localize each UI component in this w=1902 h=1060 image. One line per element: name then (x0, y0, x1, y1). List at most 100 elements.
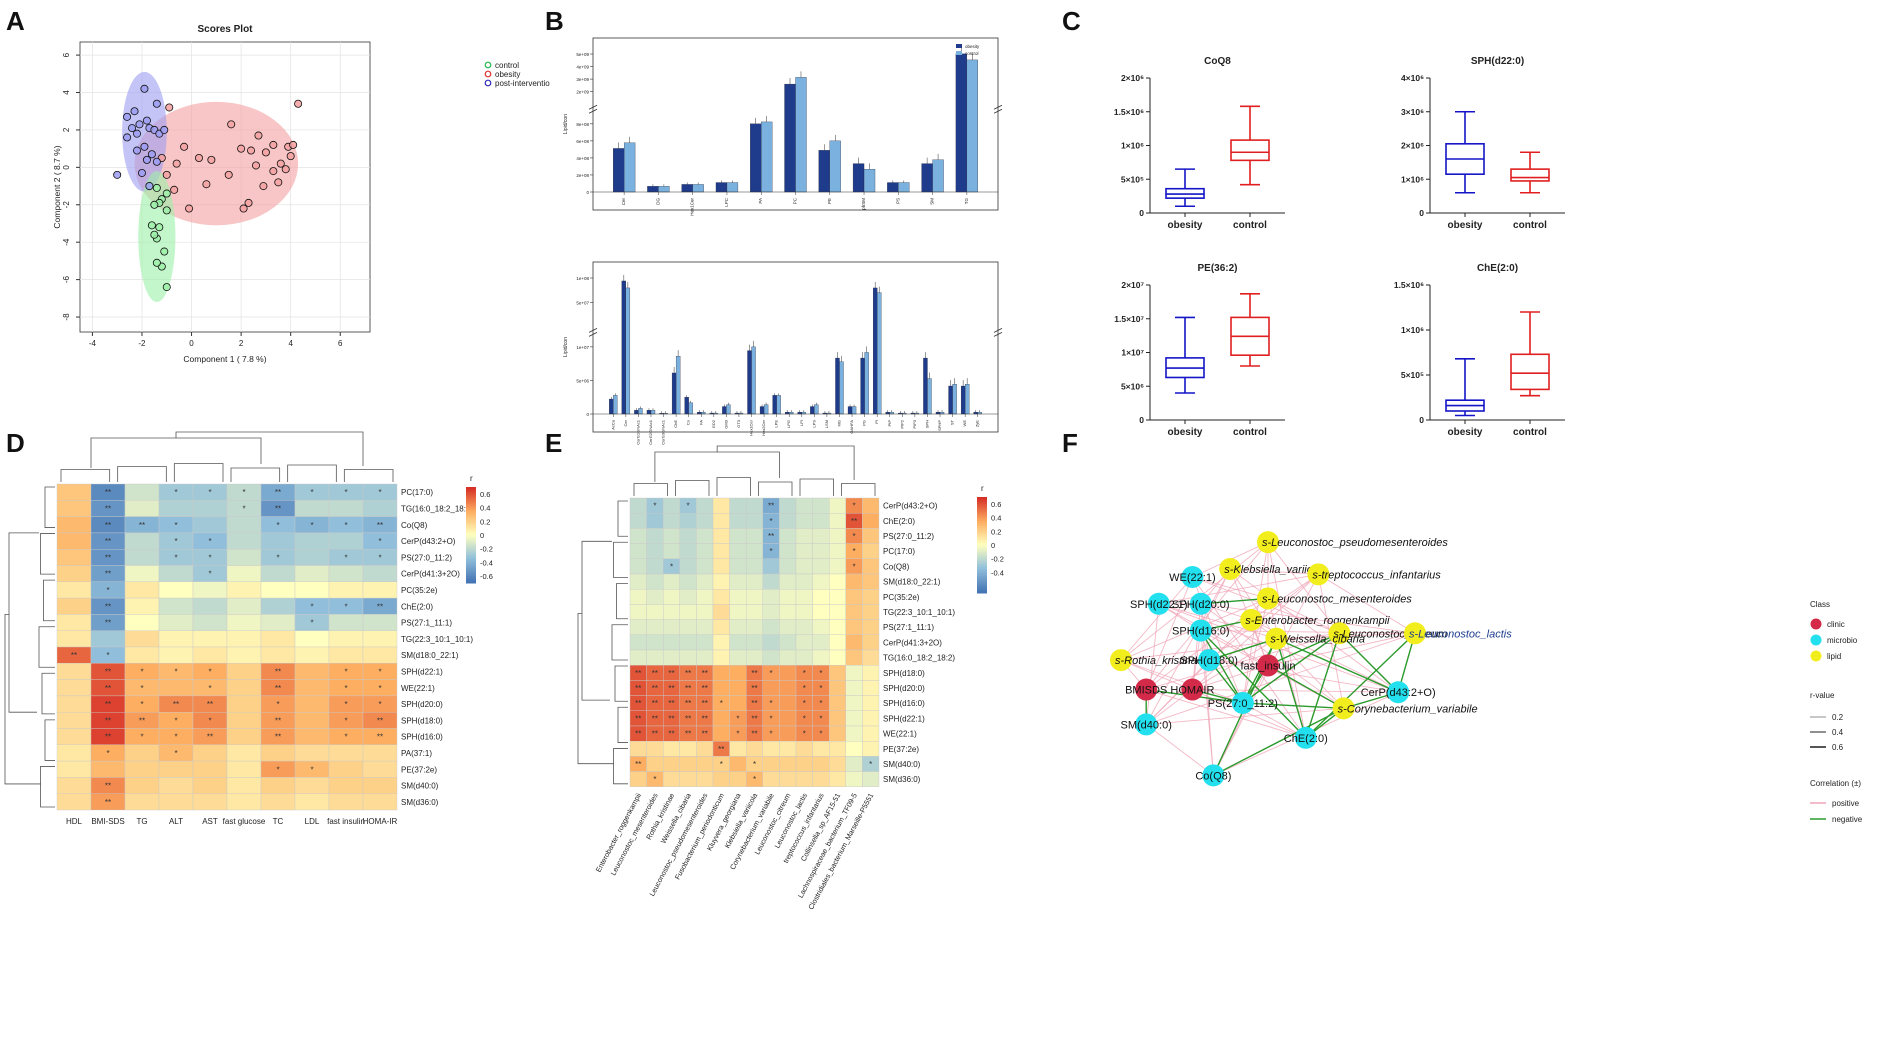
col-label: LDL (305, 817, 320, 826)
heatmap-cell (56, 793, 92, 811)
node-label: s-Rothia_kristinae (1115, 655, 1203, 667)
scatter-point (133, 129, 142, 138)
scatter-point (160, 125, 169, 134)
panel-f-network: s-Leuconostoc_pseudomesenteroides s-Klebs… (1110, 531, 1863, 824)
dendrogram-branch (41, 672, 55, 715)
scatter-point (172, 159, 181, 168)
heatmap-cell (629, 558, 647, 575)
significance-mark: * (753, 760, 756, 769)
x-tick-label: LPS (811, 420, 816, 428)
legend-label: microbio (1827, 636, 1858, 645)
significance-mark: ** (105, 619, 111, 628)
box (1510, 168, 1550, 182)
heatmap-cell (158, 777, 194, 794)
significance-mark: * (770, 517, 773, 526)
heatmap-cell (762, 604, 780, 620)
legend-gradient-step (977, 497, 987, 500)
node-label: SPH(d20:0) (1172, 599, 1229, 611)
heatmap-cell (646, 634, 664, 651)
significance-mark: * (819, 699, 822, 708)
network-node (1202, 764, 1225, 787)
heatmap-cell (712, 589, 730, 605)
x-tick-label: CerG3GNAc1 (661, 419, 666, 444)
x-tick-label: PS (895, 198, 900, 204)
heatmap-cell (56, 695, 92, 713)
dendrogram-branch (117, 466, 167, 482)
legend-gradient-step (977, 511, 987, 515)
x-tick-label: CerG1GNAc1 (635, 419, 640, 444)
significance-mark: ** (768, 532, 774, 541)
heatmap-cell (829, 649, 847, 666)
x-axis-label: Component 1 ( 7.8 %) (183, 354, 266, 364)
heatmap-cell (829, 619, 847, 635)
heatmap-cell (845, 680, 863, 696)
heatmap-cell (294, 728, 330, 745)
heatmap-cell (192, 614, 228, 631)
heatmap-cell (795, 771, 813, 787)
heatmap-cell (795, 497, 813, 514)
x-tick-label: DG (655, 198, 660, 205)
edge-negative (1200, 597, 1269, 605)
heatmap-cell (124, 760, 160, 778)
network-node (1257, 587, 1279, 610)
legend-tick-label: 0.6 (991, 500, 1001, 509)
y-tick-label: 8e+08 (576, 122, 589, 127)
bar (873, 287, 878, 415)
heatmap-cell (696, 497, 714, 514)
scatter-point (162, 189, 171, 198)
heatmap-cell (362, 777, 398, 794)
significance-mark: ** (702, 684, 708, 693)
heatmap-cell (226, 777, 262, 794)
heatmap-cell (779, 634, 797, 651)
significance-mark: * (174, 521, 177, 530)
heatmap-cell (762, 680, 780, 696)
heatmap-cell (762, 649, 780, 666)
y-tick-label: 2e+08 (576, 173, 589, 178)
significance-mark: * (720, 699, 723, 708)
heatmap-cell (829, 665, 847, 681)
y-axis-label: Lipid/con (563, 337, 569, 357)
significance-mark: ** (275, 716, 281, 725)
dendrogram-branch (841, 483, 876, 496)
heatmap-cell (862, 665, 880, 681)
heatmap-cell (779, 497, 797, 514)
y-tick-label: 2 (62, 127, 71, 132)
heatmap-cell (56, 663, 92, 680)
heatmap-cell (862, 604, 880, 620)
x-tick-label: 4 (288, 339, 293, 348)
heatmap-cell (663, 771, 681, 787)
legend-gradient-step (977, 535, 987, 539)
significance-mark: ** (105, 716, 111, 725)
heatmap-cell (696, 771, 714, 787)
legend-gradient-step (977, 530, 987, 534)
legend-gradient-step (977, 554, 987, 558)
significance-mark: ** (668, 669, 674, 678)
heatmap-cell (779, 589, 797, 605)
dendrogram-branch (617, 500, 628, 537)
legend-gradient-step (466, 496, 476, 500)
legend-swatch (956, 44, 962, 48)
legend-gradient-step (466, 518, 476, 522)
significance-mark: * (276, 700, 279, 709)
heatmap-cell (795, 604, 813, 620)
axis-break (993, 332, 1003, 337)
legend-gradient-step (466, 489, 476, 493)
heatmap-cell (679, 543, 697, 559)
legend-gradient-step (977, 578, 987, 582)
heatmap-cell (696, 528, 714, 544)
significance-mark: ** (173, 700, 179, 709)
heatmap-cell (712, 604, 730, 620)
heatmap-cell (762, 589, 780, 605)
heatmap-cell (56, 728, 92, 745)
legend-gradient-step (977, 561, 987, 565)
heatmap-cell (646, 543, 664, 559)
heatmap-cell (679, 558, 697, 575)
heatmap-cell (56, 549, 92, 566)
bar (955, 53, 968, 193)
heatmap-cell (812, 513, 830, 529)
heatmap-cell (795, 634, 813, 651)
scatter-point (137, 168, 146, 177)
legend-gradient-step (466, 551, 476, 555)
bar (772, 395, 777, 415)
node-label: s-Weissella_cibaria (1270, 634, 1365, 646)
